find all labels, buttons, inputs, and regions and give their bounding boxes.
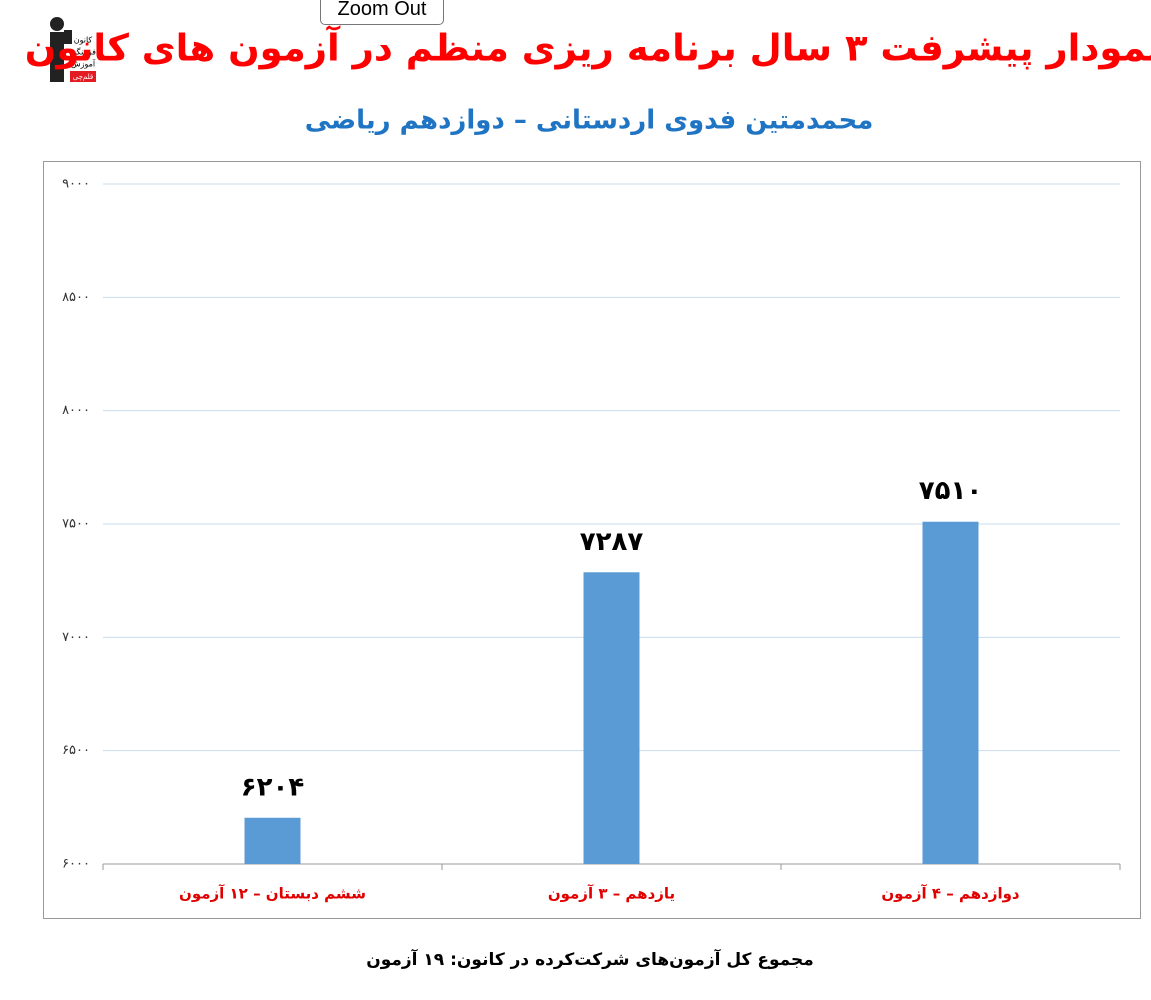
zoom-out-button[interactable]: Zoom Out	[320, 0, 444, 25]
y-tick-label: ۶۰۰۰	[62, 857, 90, 872]
logo-text: آموزش	[71, 59, 96, 69]
x-tick-label: یازدهم – ۳ آزمون	[548, 885, 675, 903]
y-tick-label: ۶۵۰۰	[62, 743, 90, 758]
bar	[922, 521, 979, 864]
logo-text: فرهنگی	[70, 47, 96, 57]
bar	[244, 817, 301, 864]
chart-note: مجموع کل آزمون‌های شرکت‌کرده در کانون: ۱…	[366, 948, 814, 970]
chart-title: نمودار پیشرفت ۳ سال برنامه ریزی منظم در …	[25, 25, 1151, 70]
logo-text: کانون	[74, 36, 93, 45]
y-tick-label: ۸۰۰۰	[62, 403, 90, 418]
logo-badge	[70, 71, 96, 82]
bar	[583, 572, 640, 864]
logo-text: قلم‌چی	[73, 73, 93, 81]
y-tick-label: ۷۰۰۰	[62, 630, 90, 645]
y-tick-label: ۸۵۰۰	[62, 290, 90, 305]
logo: کانون فرهنگی آموزش قلم‌چی	[50, 17, 96, 82]
chart-subtitle: محمدمتین فدوی اردستانی – دوازدهم ریاضی	[305, 106, 874, 136]
logo-icon	[64, 30, 72, 44]
value-label: ۷۵۱۰	[919, 476, 982, 506]
plot-frame	[43, 161, 1141, 919]
x-tick-label: ششم دبستان – ۱۲ آزمون	[179, 885, 366, 903]
logo-icon	[50, 32, 64, 82]
value-label: ۶۲۰۴	[241, 772, 304, 802]
x-tick-label: دوازدهم – ۴ آزمون	[881, 885, 1020, 903]
y-tick-label: ۹۰۰۰	[62, 177, 90, 192]
value-label: ۷۲۸۷	[580, 527, 644, 557]
y-tick-label: ۷۵۰۰	[62, 517, 90, 532]
logo-icon	[50, 17, 64, 31]
